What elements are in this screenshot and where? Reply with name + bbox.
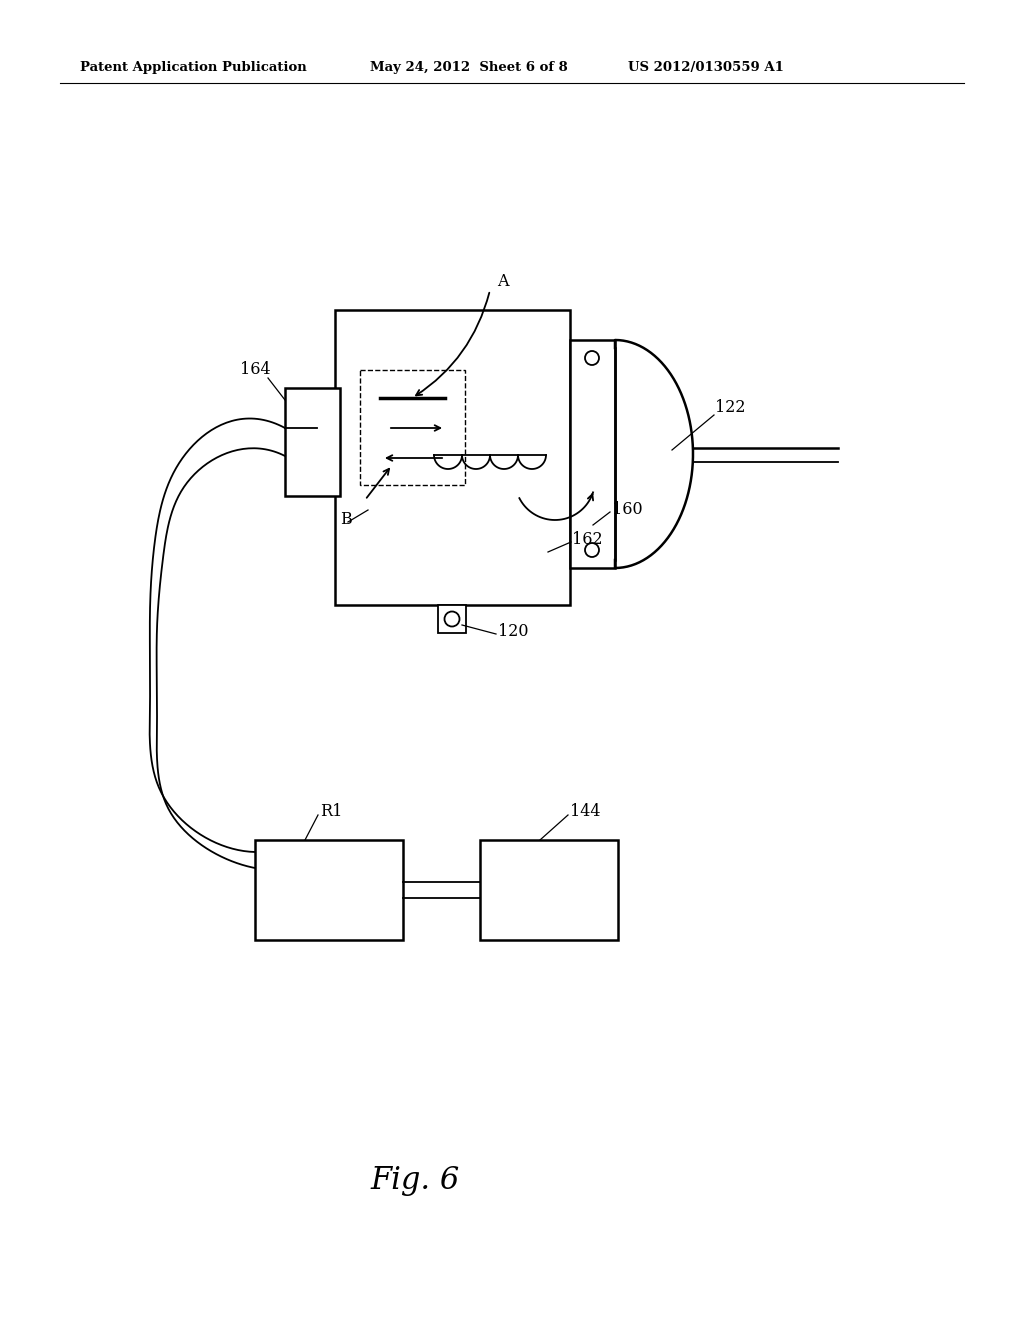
Bar (255, 840, 403, 940)
Bar (335, 310, 570, 605)
Text: Patent Application Publication: Patent Application Publication (80, 62, 307, 74)
Bar (438, 605, 466, 634)
Bar (570, 341, 615, 568)
Text: May 24, 2012  Sheet 6 of 8: May 24, 2012 Sheet 6 of 8 (370, 62, 567, 74)
Text: 120: 120 (498, 623, 528, 640)
Text: US 2012/0130559 A1: US 2012/0130559 A1 (628, 62, 784, 74)
Text: B: B (340, 511, 352, 528)
Bar (285, 388, 340, 496)
Text: 160: 160 (612, 502, 643, 519)
Text: 144: 144 (570, 804, 600, 821)
Text: A: A (497, 273, 509, 290)
Bar (360, 370, 465, 484)
Text: R1: R1 (319, 804, 342, 821)
Text: 122: 122 (715, 400, 745, 417)
Text: 162: 162 (572, 532, 603, 549)
Text: 164: 164 (240, 362, 270, 379)
Text: Fig. 6: Fig. 6 (371, 1164, 460, 1196)
Bar (480, 840, 618, 940)
